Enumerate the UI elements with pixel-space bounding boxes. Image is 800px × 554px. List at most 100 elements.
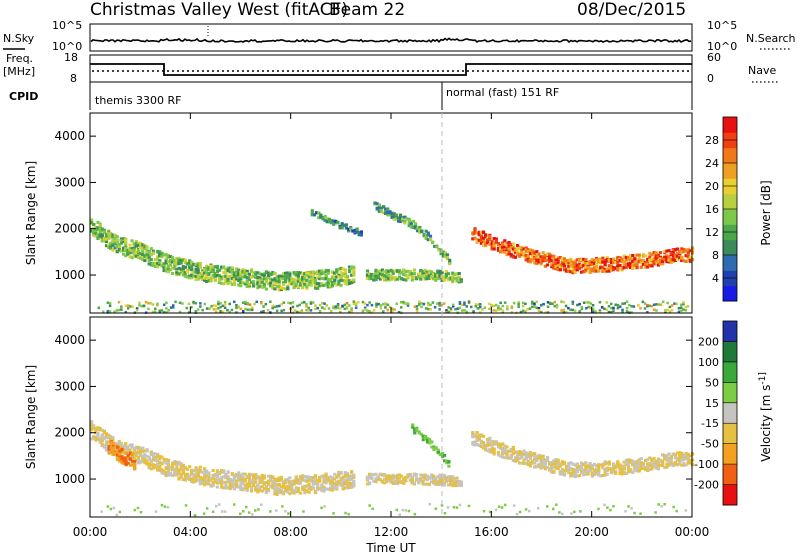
scatter-cell [198,465,202,469]
scatter-cell [434,476,438,480]
scatter-cell [205,276,209,280]
scatter-cell [241,275,245,279]
scatter-cell [594,258,599,262]
scatter-cell [237,273,241,277]
scatter-cell [111,446,115,450]
scatter-cell [453,272,457,276]
scatter-cell [488,440,492,444]
scatter-cell [117,245,121,249]
scatter-cell [203,267,207,271]
ground-scatter-cell [621,311,624,314]
ground-scatter-cell [242,310,245,313]
scatter-cell [641,462,645,466]
scatter-cell [635,264,639,268]
scatter-cell [543,254,547,257]
scatter-cell [286,274,290,278]
ground-scatter-cell [553,304,556,308]
scatter-cell [545,263,550,267]
scatter-cell [279,485,283,489]
scatter-cell [573,463,577,467]
scatter-cell [173,468,177,472]
scatter-cell [220,281,224,285]
ground-scatter-cell [670,309,674,312]
scatter-cell [422,234,426,238]
scatter-cell [313,278,318,282]
scatter-cell [635,466,639,470]
scatter-cell [90,420,94,424]
scatter-cell [471,431,475,435]
scatter-cell [267,479,271,483]
scatter-cell [322,485,326,489]
scatter-cell [501,451,505,455]
scatter-cell [513,450,518,454]
scatter-cell [607,266,611,270]
scatter-cell [179,462,183,466]
scatter-cell [413,431,417,435]
ground-scatter-cell [440,504,444,507]
scatter-cell [556,266,560,269]
scatter-cell [194,267,198,271]
scatter-cell [205,274,209,278]
scatter-cell [473,440,477,444]
scatter-cell [592,262,596,265]
ground-scatter-cell [420,305,423,309]
scatter-cell [393,275,397,279]
scatter-cell [303,479,307,483]
scatter-cell [294,273,298,277]
ground-scatter-cell [202,512,206,515]
scatter-cell [387,476,391,480]
scatter-cell [228,479,232,483]
scatter-cell [601,463,605,467]
scatter-cell [94,438,98,442]
scatter-cell [151,452,155,456]
scatter-cell [588,465,592,469]
scatter-cell [275,279,279,283]
scatter-cell [406,274,410,278]
scatter-cell [305,285,309,289]
scatter-cell [190,263,194,267]
ground-scatter-cell [318,303,322,307]
ground-scatter-cell [298,303,301,307]
scatter-cell [222,282,226,286]
scatter-cell [237,471,241,475]
scatter-cell [641,262,645,266]
scatter-cell [654,256,658,260]
ground-scatter-cell [382,310,385,313]
ground-scatter-cell [589,305,593,309]
scatter-cell [301,276,305,280]
scatter-cell [269,477,273,481]
scatter-cell [633,257,637,261]
scatter-cell [254,272,258,276]
ground-scatter-cell [573,510,576,514]
scatter-cell [390,211,394,215]
scatter-cell [616,257,620,261]
scatter-cell [484,446,488,449]
scatter-cell [385,271,389,275]
scatter-cell [205,271,209,275]
scatter-cell [254,473,258,477]
ground-scatter-cell [431,301,435,304]
scatter-cell [353,228,357,232]
scatter-cell [156,468,160,472]
scatter-cell [545,456,550,459]
ground-scatter-cell [280,303,283,306]
scatter-cell [107,245,111,249]
scatter-cell [326,269,330,272]
colorbar-segment [723,117,737,133]
scatter-cell [575,470,579,474]
ground-scatter-cell [144,300,148,304]
scatter-cell [650,258,654,262]
scatter-cell [425,478,429,481]
scatter-cell [111,436,115,440]
scatter-cell [100,239,104,243]
scatter-cell [260,489,264,493]
scatter-cell [128,251,132,255]
scatter-cell [96,431,100,435]
scatter-cell [441,254,445,258]
scatter-cell [501,244,505,248]
scatter-cell [333,271,337,275]
scatter-cell [501,248,505,252]
scatter-cell [612,470,616,473]
ground-scatter-cell [648,304,651,308]
scatter-cell [188,474,192,478]
